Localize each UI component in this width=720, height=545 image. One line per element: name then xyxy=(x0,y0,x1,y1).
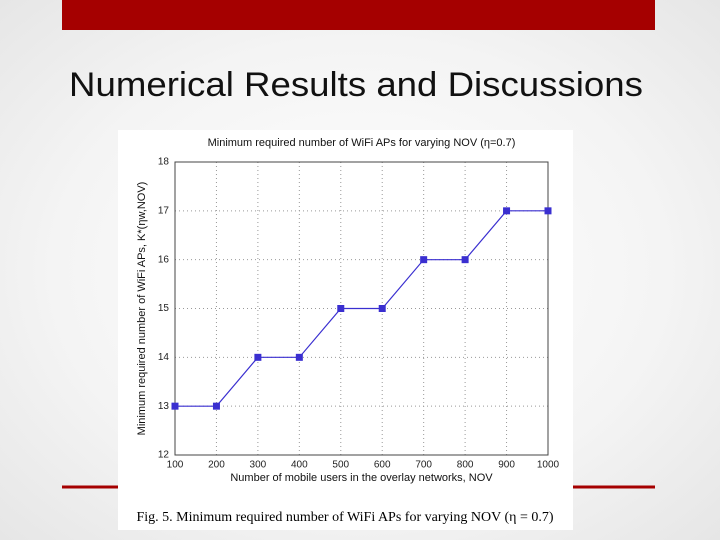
y-tick-label: 16 xyxy=(158,254,170,265)
top-bar xyxy=(62,0,655,30)
x-tick-label: 1000 xyxy=(537,460,560,471)
point xyxy=(254,353,262,361)
slide-title: Numerical Results and Discussions xyxy=(69,66,643,104)
y-axis-label: Minimum required number of WiFi APs, K*(… xyxy=(136,182,148,436)
point xyxy=(337,305,345,312)
point xyxy=(461,256,469,264)
x-tick-label: 100 xyxy=(167,460,184,471)
plot-frame xyxy=(174,161,549,456)
x-tick-label: 200 xyxy=(208,460,225,471)
point xyxy=(295,353,303,361)
x-tick-label: 600 xyxy=(374,460,391,471)
x-tick-label: 500 xyxy=(332,460,349,471)
point xyxy=(378,305,386,312)
x-axis-label: Number of mobile users in the overlay ne… xyxy=(230,472,493,484)
x-tick-label: 400 xyxy=(291,460,308,471)
y-tick-label: 13 xyxy=(158,401,170,412)
figure-panel xyxy=(118,130,573,530)
y-tick-label: 18 xyxy=(158,157,170,168)
series-line xyxy=(175,210,548,407)
point xyxy=(503,207,511,215)
point xyxy=(544,207,552,215)
caption: Fig. 5. Minimum required number of WiFi … xyxy=(137,510,554,525)
chart: 12 13 14 15 16 17 18 100 200 300 400 500 600 700 800 90… xyxy=(136,137,560,484)
point xyxy=(171,402,179,410)
y-tick-label: 17 xyxy=(158,205,170,216)
x-tick-label: 900 xyxy=(498,460,515,471)
chart-title: Minimum required number of WiFi APs for … xyxy=(208,137,516,149)
x-tick-label: 700 xyxy=(415,460,432,471)
x-tick-label: 300 xyxy=(250,460,267,471)
point xyxy=(420,256,428,264)
y-tick-label: 12 xyxy=(158,450,170,461)
point xyxy=(212,402,220,410)
y-tick-label: 14 xyxy=(158,352,170,363)
x-tick-label: 800 xyxy=(457,460,474,471)
y-tick-label: 15 xyxy=(158,303,170,314)
